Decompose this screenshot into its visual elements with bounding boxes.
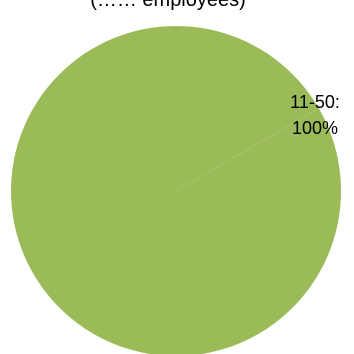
pie-slices <box>11 26 341 354</box>
pie-slice-seam <box>175 108 320 192</box>
pie-slice-11-50 <box>11 26 341 354</box>
slice-label-percent: 100% <box>292 118 338 138</box>
chart-title: (…… employees) <box>90 0 246 11</box>
pie-labels: 11-50: 100% <box>290 92 340 138</box>
slice-label-category: 11-50: <box>290 92 340 112</box>
